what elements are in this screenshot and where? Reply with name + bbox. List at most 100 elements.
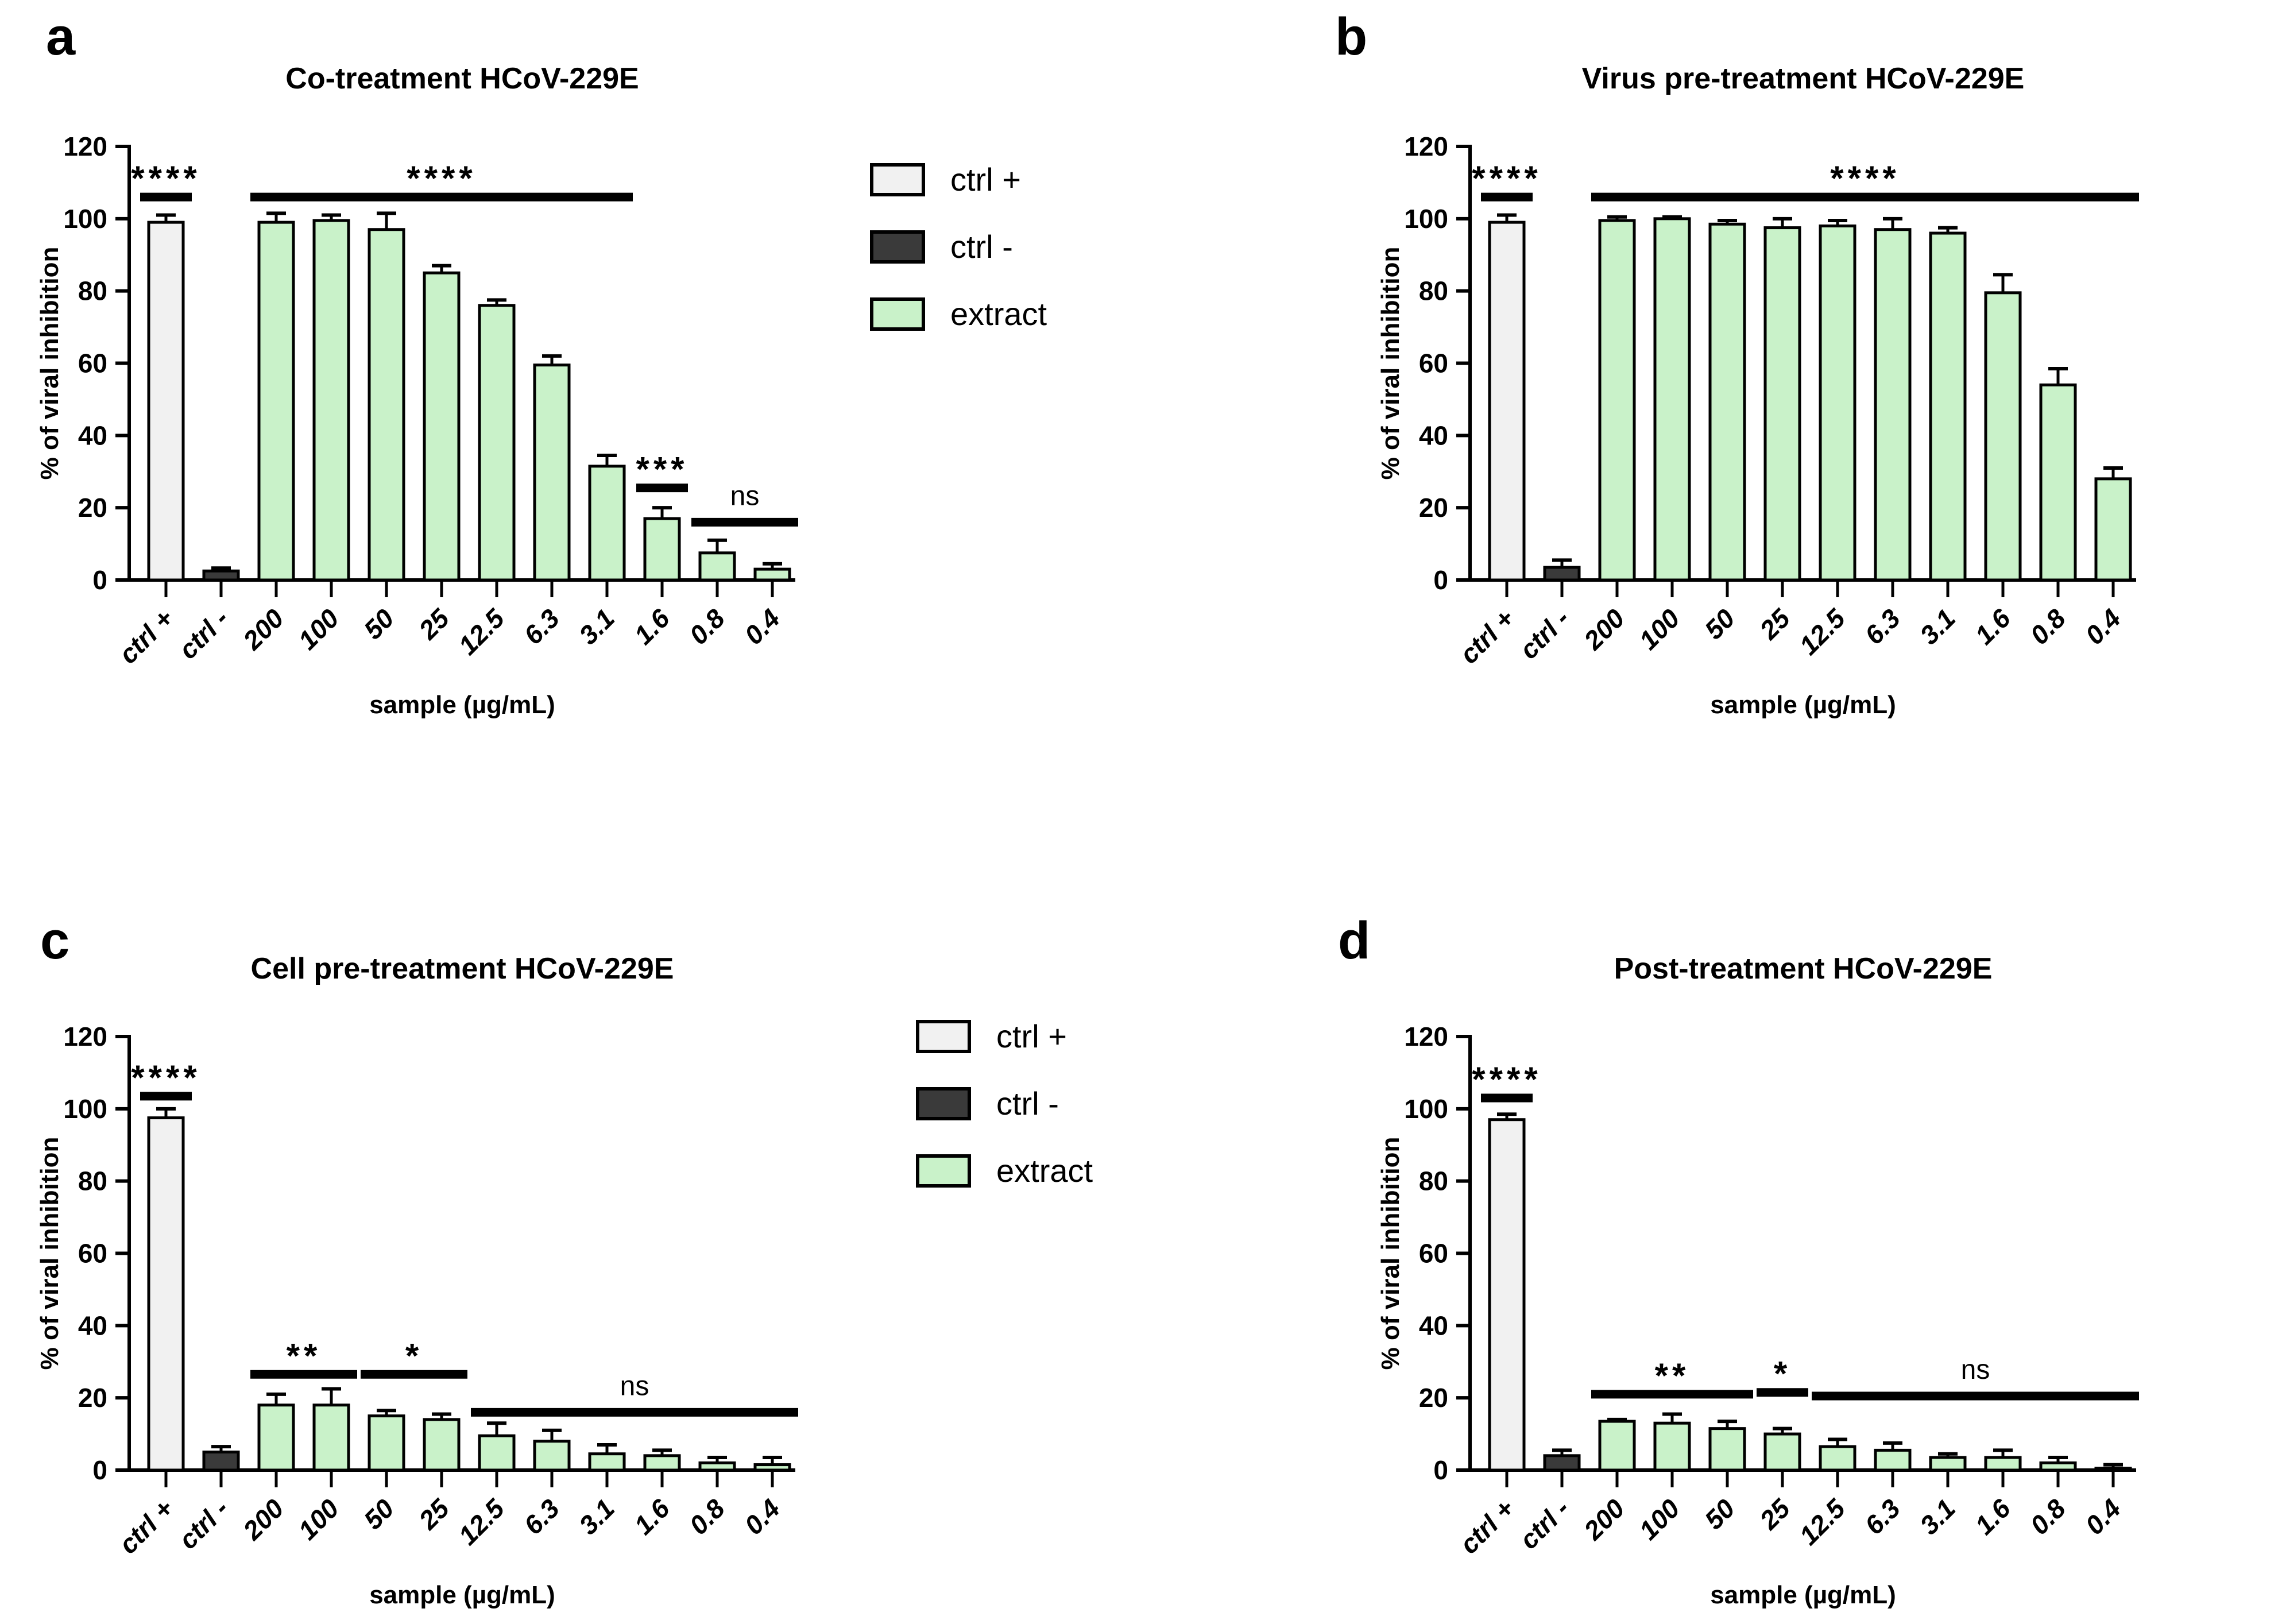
x-tick-label: 0.4 <box>2079 603 2126 650</box>
legend-label: ctrl - <box>996 1085 1059 1122</box>
extract-swatch <box>916 1154 971 1188</box>
y-tick-label: 20 <box>78 493 107 523</box>
bar-0.8 <box>2039 1461 2077 1472</box>
y-tick-label: 100 <box>63 204 107 234</box>
bar-ctrl- <box>202 1451 240 1472</box>
bar-3.1 <box>1929 1456 1967 1472</box>
y-tick-label: 80 <box>78 276 107 306</box>
bar-6.3 <box>533 1440 571 1472</box>
x-tick-label: 1.6 <box>1969 603 2016 650</box>
bar-25 <box>423 271 461 582</box>
significance-label: **** <box>1830 159 1900 198</box>
significance-label: **** <box>131 159 200 198</box>
bar-12.5 <box>1819 1445 1856 1472</box>
x-tick-label: ctrl + <box>1454 1493 1520 1559</box>
x-tick-label: 3.1 <box>1914 603 1961 650</box>
x-tick-label: 0.8 <box>2024 1493 2071 1540</box>
panel-c-chart: 0 20 40 60 80 100 120 % of viral inhibition ctrl… <box>36 1022 798 1609</box>
y-axis-title: % of viral inhibition <box>1376 247 1405 480</box>
x-tick-label: 50 <box>1699 1493 1740 1535</box>
bar-1.6 <box>1984 1456 2022 1472</box>
x-tick-label: 50 <box>358 603 400 645</box>
x-tick-label: ctrl - <box>173 603 234 664</box>
x-tick-label: 200 <box>1577 1493 1630 1546</box>
x-tick-label: 200 <box>237 1493 289 1546</box>
x-tick-label: ctrl - <box>173 1493 234 1555</box>
x-tick-label: 1.6 <box>1969 1493 2016 1540</box>
legend-label: extract <box>950 296 1047 332</box>
bar-12.5 <box>478 1434 516 1472</box>
x-tick-label: 50 <box>1699 603 1740 645</box>
panel-letter-c: c <box>40 911 70 970</box>
significance-label: ns <box>620 1371 649 1401</box>
y-tick-label: 100 <box>1404 1094 1448 1124</box>
bar-0.4 <box>2094 1467 2132 1472</box>
bar-0.8 <box>698 551 736 582</box>
y-tick-label: 0 <box>92 565 107 595</box>
bar-0.8 <box>2039 383 2077 582</box>
y-tick-label: 0 <box>92 1455 107 1485</box>
legend-top: ctrl + ctrl - extract <box>870 161 1047 332</box>
legend-entry-ctrl-minus: ctrl - <box>870 228 1047 265</box>
legend-label: ctrl - <box>950 229 1013 265</box>
x-tick-label: 200 <box>1577 603 1630 656</box>
y-tick-label: 80 <box>1419 276 1448 306</box>
x-tick-label: 12.5 <box>452 602 510 660</box>
legend-entry-extract: extract <box>916 1152 1093 1189</box>
bar-ctrl+ <box>147 221 185 582</box>
panel-a-chart: 0 20 40 60 80 100 120 % of viral inhibition ctrl… <box>36 132 798 719</box>
x-tick-label: 0.4 <box>2079 1493 2126 1540</box>
panel-a-co-treatment: Co-treatment HCoV-229E 0 20 40 60 80 100 120 % … <box>32 9 847 813</box>
ctrl-minus-swatch <box>916 1086 971 1120</box>
y-tick-label: 20 <box>78 1383 107 1413</box>
x-tick-label: 6.3 <box>1859 1493 1906 1540</box>
significance-label: ** <box>287 1336 322 1375</box>
legend-entry-ctrl-minus: ctrl - <box>916 1085 1093 1122</box>
legend-label: ctrl + <box>996 1018 1067 1054</box>
ctrl-minus-swatch <box>870 230 925 264</box>
bar-25 <box>423 1418 461 1472</box>
bar-100 <box>1653 217 1691 582</box>
bar-200 <box>1598 1420 1636 1472</box>
x-tick-label: 100 <box>1633 1493 1685 1545</box>
legend-entry-ctrl-plus: ctrl + <box>916 1018 1093 1055</box>
significance-label: * <box>1774 1355 1791 1393</box>
y-tick-label: 40 <box>78 420 107 450</box>
bar-6.3 <box>1874 228 1912 582</box>
x-tick-label: 25 <box>1753 1492 1796 1536</box>
x-axis-title: sample (µg/mL) <box>1710 691 1896 719</box>
x-tick-label: 1.6 <box>628 603 675 650</box>
legend-entry-ctrl-plus: ctrl + <box>870 161 1047 198</box>
y-tick-label: 120 <box>1404 132 1448 161</box>
bar-0.4 <box>753 1463 791 1472</box>
bar-25 <box>1763 1432 1801 1472</box>
panel-b-title: Virus pre-treatment HCoV-229E <box>1581 62 2025 95</box>
x-tick-label: 3.1 <box>573 603 620 650</box>
y-tick-label: 120 <box>63 1022 107 1051</box>
x-tick-label: 12.5 <box>452 1492 510 1550</box>
panel-letter-d: d <box>1338 911 1371 970</box>
panel-d-title: Post-treatment HCoV-229E <box>1614 952 1993 985</box>
x-tick-label: ctrl + <box>1454 603 1520 669</box>
bar-0.8 <box>698 1461 736 1472</box>
y-tick-label: 20 <box>1419 1383 1448 1413</box>
x-tick-label: ctrl - <box>1514 1493 1575 1555</box>
legend-entry-extract: extract <box>870 295 1047 332</box>
y-tick-label: 40 <box>78 1310 107 1340</box>
bar-100 <box>312 1403 350 1472</box>
y-tick-label: 120 <box>63 132 107 161</box>
y-tick-label: 100 <box>1404 204 1448 234</box>
y-tick-label: 0 <box>1433 1455 1448 1485</box>
bar-ctrl- <box>202 569 240 582</box>
significance-label: **** <box>1472 1060 1541 1099</box>
y-tick-label: 80 <box>78 1166 107 1196</box>
x-tick-label: 100 <box>292 1493 345 1545</box>
x-tick-label: 25 <box>412 1492 455 1536</box>
significance-label: *** <box>636 450 688 489</box>
bar-ctrl+ <box>147 1116 185 1472</box>
bar-100 <box>312 219 350 582</box>
x-tick-label: 1.6 <box>628 1493 675 1540</box>
x-tick-label: 0.8 <box>2024 603 2071 650</box>
x-tick-label: ctrl + <box>113 603 179 669</box>
